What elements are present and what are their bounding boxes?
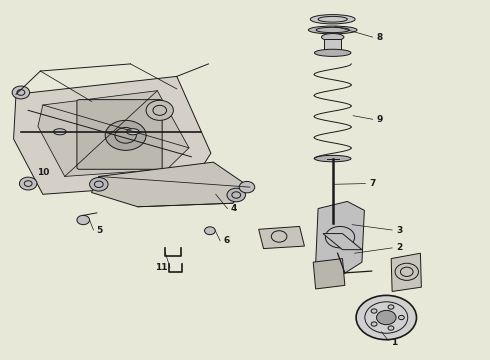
Circle shape <box>388 305 394 309</box>
Circle shape <box>371 309 377 313</box>
Text: 8: 8 <box>376 33 383 42</box>
Circle shape <box>356 296 416 340</box>
Polygon shape <box>14 76 211 194</box>
Ellipse shape <box>310 15 355 24</box>
Polygon shape <box>38 91 189 176</box>
FancyBboxPatch shape <box>77 100 162 169</box>
Text: 7: 7 <box>369 179 376 188</box>
Circle shape <box>12 86 30 99</box>
Circle shape <box>146 100 173 120</box>
Text: 3: 3 <box>396 225 402 234</box>
Circle shape <box>105 120 146 150</box>
Text: 6: 6 <box>223 236 229 245</box>
Text: 1: 1 <box>391 338 397 347</box>
Circle shape <box>227 188 245 202</box>
Ellipse shape <box>53 129 66 135</box>
Text: 5: 5 <box>97 225 102 234</box>
Circle shape <box>376 310 396 325</box>
Ellipse shape <box>324 217 342 221</box>
Circle shape <box>239 181 255 193</box>
Polygon shape <box>323 234 362 249</box>
Text: 2: 2 <box>396 243 402 252</box>
Text: 9: 9 <box>376 115 383 124</box>
Text: 10: 10 <box>37 168 49 177</box>
Ellipse shape <box>315 49 351 57</box>
Text: 4: 4 <box>230 204 237 213</box>
Polygon shape <box>316 202 365 275</box>
Ellipse shape <box>126 129 139 135</box>
Ellipse shape <box>315 156 351 162</box>
Polygon shape <box>259 226 304 249</box>
Circle shape <box>77 215 90 225</box>
Polygon shape <box>391 253 421 292</box>
Ellipse shape <box>321 33 344 41</box>
Polygon shape <box>92 162 250 207</box>
Circle shape <box>398 315 404 320</box>
Circle shape <box>90 177 108 191</box>
Circle shape <box>204 227 215 235</box>
Text: 11: 11 <box>154 263 167 272</box>
Circle shape <box>20 177 37 190</box>
Circle shape <box>371 322 377 326</box>
FancyBboxPatch shape <box>324 39 342 52</box>
Ellipse shape <box>308 26 357 34</box>
Circle shape <box>388 326 394 330</box>
Polygon shape <box>313 258 345 289</box>
